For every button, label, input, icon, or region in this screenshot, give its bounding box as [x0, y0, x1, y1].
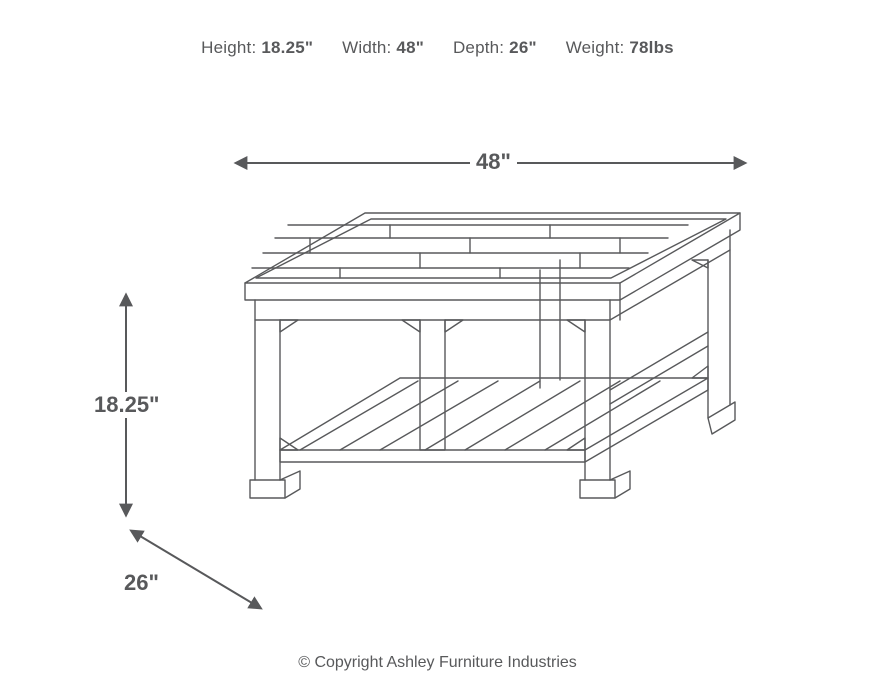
copyright-text: © Copyright Ashley Furniture Industries	[0, 654, 875, 672]
depth-dim-label: 26"	[118, 570, 165, 596]
dimension-arrows	[126, 163, 735, 603]
height-dim-label: 18.25"	[88, 392, 165, 418]
width-dim-label: 48"	[470, 149, 517, 175]
table-drawing	[245, 213, 740, 498]
